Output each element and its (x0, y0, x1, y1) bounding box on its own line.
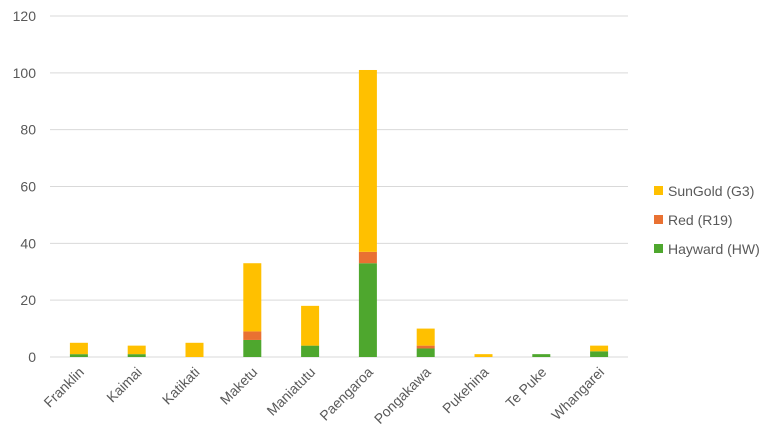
x-tick-label: Pongakawa (371, 364, 434, 427)
legend-label: SunGold (G3) (668, 183, 754, 199)
x-tick-label: Franklin (40, 364, 87, 411)
y-tick-label: 0 (28, 349, 36, 365)
x-tick-label: Maniatutu (263, 364, 318, 419)
bar-segment (69, 342, 88, 355)
legend-label: Hayward (HW) (668, 241, 760, 257)
bar-segment (243, 331, 262, 340)
x-tick-label: Pukehina (439, 364, 492, 417)
x-tick-label: Te Puke (502, 364, 549, 411)
x-tick-label: Katikati (159, 364, 203, 408)
bar-segment (185, 342, 204, 357)
legend: SunGold (G3) Red (R19) Hayward (HW) (654, 183, 760, 257)
y-tick-label: 60 (20, 179, 36, 195)
x-tick-label: Whangarei (548, 364, 607, 423)
bar-segment (358, 251, 377, 264)
bar-segment (358, 69, 377, 252)
bars (69, 69, 609, 357)
bar-segment (416, 348, 435, 357)
bar-segment (69, 354, 88, 357)
bar-segment (532, 354, 551, 357)
bar-segment (416, 345, 435, 349)
bar-segment (301, 305, 320, 346)
bar-segment (416, 328, 435, 346)
bar-segment (590, 351, 609, 357)
bar-segment (590, 345, 609, 352)
y-tick-label: 100 (13, 65, 37, 81)
gridlines (50, 15, 628, 358)
bar-segment (243, 263, 262, 332)
y-axis-tick-labels: 0 20 40 60 80 100 120 (13, 8, 37, 365)
bar-segment (358, 263, 377, 357)
bar-segment (474, 354, 493, 357)
bar-segment (127, 354, 146, 357)
x-tick-label: Paengaroa (316, 364, 376, 424)
y-tick-label: 20 (20, 292, 36, 308)
y-tick-label: 80 (20, 122, 36, 138)
bar-segment (301, 345, 320, 357)
x-tick-label: Maketu (217, 364, 261, 408)
legend-swatch (654, 244, 663, 253)
x-axis-tick-labels: Franklin Kaimai Katikati Maketu ManiatutuPae… (40, 364, 607, 427)
legend-swatch (654, 215, 663, 224)
bar-segment (243, 339, 262, 357)
legend-label: Red (R19) (668, 212, 733, 228)
y-tick-label: 120 (13, 8, 37, 24)
y-tick-label: 40 (20, 235, 36, 251)
x-tick-label: Kaimai (103, 364, 145, 406)
bar-segment (127, 345, 146, 355)
legend-swatch (654, 186, 663, 195)
